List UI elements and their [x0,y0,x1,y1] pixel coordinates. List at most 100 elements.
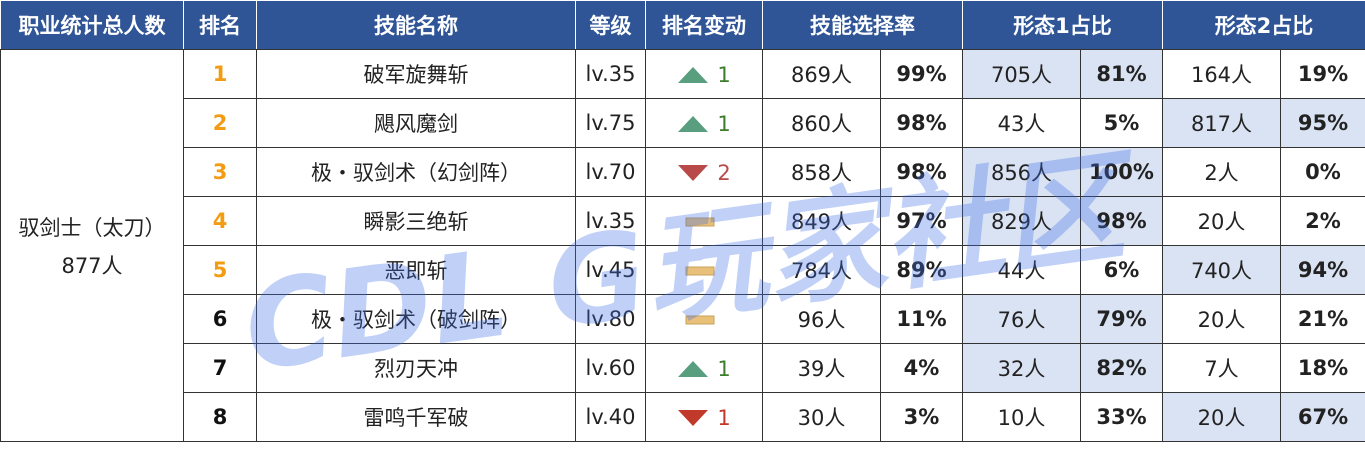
change-icon [685,315,715,325]
change-value: 1 [717,356,731,381]
form1-percent: 33% [1080,392,1163,442]
change-icon [685,217,715,227]
header-cell: 技能选择率 [762,0,963,50]
change-value: 1 [717,405,731,430]
header-cell: 职业统计总人数 [0,0,184,50]
form2-count: 740人 [1162,245,1281,295]
profession-cell: 驭剑士（太刀） 877人 [0,49,184,442]
header-cell: 技能名称 [256,0,576,50]
change-shape [678,164,709,181]
header-cell: 形态1占比 [962,0,1163,50]
skill-level: lv.80 [575,294,646,344]
form2-percent: 18% [1280,343,1365,393]
rank-change [645,245,763,295]
change-shape [678,66,709,83]
rank: 4 [183,196,257,246]
select-count: 96人 [762,294,881,344]
form1-percent: 98% [1080,196,1163,246]
change-icon [678,164,709,181]
skill-name: 飓风魔剑 [256,98,576,148]
form2-count: 7人 [1162,343,1281,393]
select-count: 858人 [762,147,881,197]
change-icon [678,360,709,377]
rank-change: 1 [645,98,763,148]
header-cell: 排名 [183,0,257,50]
table-row: 4 瞬影三绝斩 lv.35 849人 97% 829人 98% 20人 2% [1,196,1365,246]
form1-percent: 5% [1080,98,1163,148]
table-row: 2 飓风魔剑 lv.75 1 860人 98% 43人 5% 817人 95% [1,98,1365,148]
form2-count: 164人 [1162,49,1281,99]
profession-name: 驭剑士（太刀） [18,215,166,240]
form2-percent: 0% [1280,147,1365,197]
select-percent: 98% [880,98,963,148]
form1-count: 44人 [962,245,1081,295]
skill-level: lv.60 [575,343,646,393]
table-row: 7 烈刃天冲 lv.60 1 39人 4% 32人 82% 7人 18% [1,343,1365,393]
form2-count: 2人 [1162,147,1281,197]
skill-name: 恶即斩 [256,245,576,295]
table-row: 5 恶即斩 lv.45 784人 89% 44人 6% 740人 94% [1,245,1365,295]
skill-level: lv.75 [575,98,646,148]
skill-name: 烈刃天冲 [256,343,576,393]
select-count: 849人 [762,196,881,246]
form2-percent: 94% [1280,245,1365,295]
rank-change: 1 [645,49,763,99]
skill-level: lv.45 [575,245,646,295]
select-percent: 99% [880,49,963,99]
rank: 3 [183,147,257,197]
change-shape [678,115,709,132]
form2-percent: 67% [1280,392,1365,442]
rank: 1 [183,49,257,99]
header-cell: 等级 [575,0,646,50]
rank: 6 [183,294,257,344]
form1-count: 32人 [962,343,1081,393]
select-count: 860人 [762,98,881,148]
skill-name: 雷鸣千军破 [256,392,576,442]
rank-change [645,294,763,344]
select-percent: 4% [880,343,963,393]
table-row: 6 极・驭剑术（破剑阵） lv.80 96人 11% 76人 79% 20人 21% [1,294,1365,344]
select-percent: 97% [880,196,963,246]
rank: 8 [183,392,257,442]
rank: 5 [183,245,257,295]
form1-percent: 82% [1080,343,1163,393]
form1-percent: 81% [1080,49,1163,99]
form1-count: 43人 [962,98,1081,148]
profession-total: 877人 [61,253,123,278]
form2-count: 20人 [1162,294,1281,344]
form1-percent: 100% [1080,147,1163,197]
header-row: 职业统计总人数 排名 技能名称 等级 排名变动 技能选择率 形态1占比 形态2占… [0,0,1365,50]
change-shape [685,217,715,227]
form2-count: 20人 [1162,196,1281,246]
change-shape [678,360,709,377]
change-shape [685,266,715,276]
select-percent: 89% [880,245,963,295]
skill-name: 极・驭剑术（幻剑阵） [256,147,576,197]
table-row: 8 雷鸣千军破 lv.40 1 30人 3% 10人 33% 20人 67% [1,392,1365,442]
rank: 7 [183,343,257,393]
table-row: 驭剑士（太刀） 877人 1 破军旋舞斩 lv.35 1 869人 99% 705人 81% 164… [0,49,1365,442]
form2-percent: 19% [1280,49,1365,99]
form1-count: 10人 [962,392,1081,442]
change-icon [678,409,709,426]
skill-name: 破军旋舞斩 [256,49,576,99]
form2-count: 20人 [1162,392,1281,442]
skill-level: lv.40 [575,392,646,442]
form1-count: 829人 [962,196,1081,246]
select-count: 784人 [762,245,881,295]
form2-percent: 95% [1280,98,1365,148]
select-percent: 3% [880,392,963,442]
select-count: 39人 [762,343,881,393]
change-value: 2 [717,160,731,185]
skill-level: lv.35 [575,49,646,99]
change-icon [685,266,715,276]
skill-name: 极・驭剑术（破剑阵） [256,294,576,344]
select-count: 30人 [762,392,881,442]
rank: 2 [183,98,257,148]
header-cell: 排名变动 [645,0,763,50]
form1-percent: 79% [1080,294,1163,344]
rank-change: 1 [645,392,763,442]
select-count: 869人 [762,49,881,99]
